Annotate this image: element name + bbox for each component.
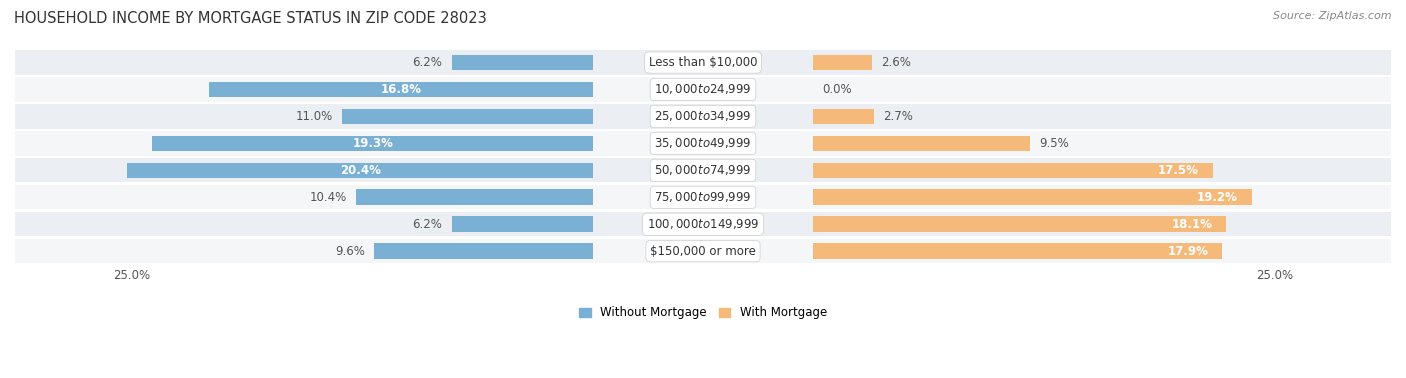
Bar bbox=[0, 131, 1406, 155]
Text: Source: ZipAtlas.com: Source: ZipAtlas.com bbox=[1274, 11, 1392, 21]
Text: $50,000 to $74,999: $50,000 to $74,999 bbox=[654, 163, 752, 177]
Bar bbox=[0, 104, 1406, 129]
Bar bbox=[813, 136, 1029, 151]
Bar bbox=[813, 108, 875, 124]
Bar bbox=[0, 77, 1406, 102]
Text: $75,000 to $99,999: $75,000 to $99,999 bbox=[654, 190, 752, 204]
Text: 9.5%: 9.5% bbox=[1039, 137, 1069, 150]
Text: $100,000 to $149,999: $100,000 to $149,999 bbox=[647, 217, 759, 231]
Text: 16.8%: 16.8% bbox=[381, 83, 422, 96]
Text: 6.2%: 6.2% bbox=[412, 218, 443, 231]
Legend: Without Mortgage, With Mortgage: Without Mortgage, With Mortgage bbox=[579, 306, 827, 319]
Bar bbox=[813, 217, 1226, 232]
Text: 17.9%: 17.9% bbox=[1167, 245, 1208, 258]
Text: 6.2%: 6.2% bbox=[412, 56, 443, 69]
Bar bbox=[813, 55, 872, 70]
Bar bbox=[0, 158, 1406, 183]
Bar bbox=[342, 108, 593, 124]
Text: HOUSEHOLD INCOME BY MORTGAGE STATUS IN ZIP CODE 28023: HOUSEHOLD INCOME BY MORTGAGE STATUS IN Z… bbox=[14, 11, 486, 26]
Bar bbox=[813, 163, 1213, 178]
Bar bbox=[209, 82, 593, 97]
Bar bbox=[0, 185, 1406, 209]
Bar bbox=[152, 136, 593, 151]
Bar bbox=[813, 243, 1222, 259]
Text: 17.5%: 17.5% bbox=[1159, 164, 1199, 177]
Bar bbox=[374, 243, 593, 259]
Text: $25,000 to $34,999: $25,000 to $34,999 bbox=[654, 109, 752, 124]
Text: 19.2%: 19.2% bbox=[1197, 191, 1237, 204]
Text: 19.3%: 19.3% bbox=[353, 137, 394, 150]
Text: $150,000 or more: $150,000 or more bbox=[650, 245, 756, 258]
Text: 2.7%: 2.7% bbox=[883, 110, 914, 123]
Bar bbox=[0, 50, 1406, 74]
Bar bbox=[451, 217, 593, 232]
Text: $35,000 to $49,999: $35,000 to $49,999 bbox=[654, 136, 752, 150]
Text: Less than $10,000: Less than $10,000 bbox=[648, 56, 758, 69]
Bar bbox=[0, 212, 1406, 236]
Bar bbox=[451, 55, 593, 70]
Bar bbox=[813, 189, 1251, 205]
Text: 0.0%: 0.0% bbox=[823, 83, 852, 96]
Bar bbox=[0, 239, 1406, 263]
Bar bbox=[127, 163, 593, 178]
Text: 9.6%: 9.6% bbox=[335, 245, 364, 258]
Text: 11.0%: 11.0% bbox=[295, 110, 333, 123]
Text: 10.4%: 10.4% bbox=[309, 191, 346, 204]
Text: 20.4%: 20.4% bbox=[340, 164, 381, 177]
Text: 18.1%: 18.1% bbox=[1171, 218, 1213, 231]
Bar bbox=[356, 189, 593, 205]
Text: $10,000 to $24,999: $10,000 to $24,999 bbox=[654, 82, 752, 96]
Text: 2.6%: 2.6% bbox=[882, 56, 911, 69]
